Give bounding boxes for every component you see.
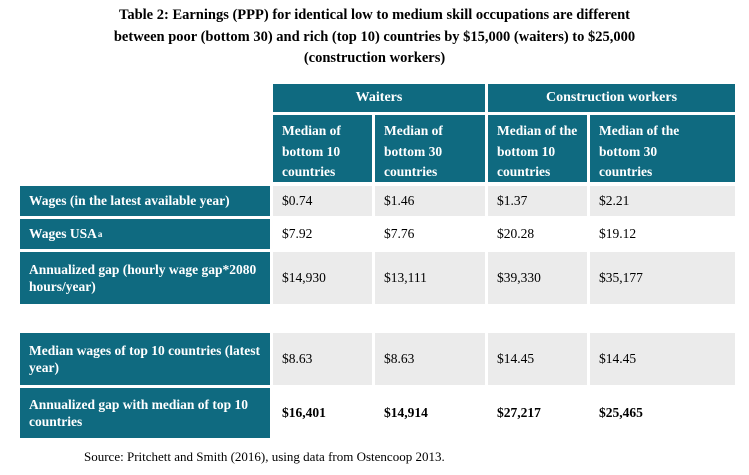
cell-value: $19.12 [599, 226, 637, 241]
cell-value: $14.45 [488, 333, 587, 385]
earnings-table: Waiters Construction workers Median of b… [20, 84, 735, 438]
column-header-spacer [20, 115, 270, 182]
cell-value: $25,465 [599, 405, 643, 420]
source-note: Source: Pritchett and Smith (2016), usin… [84, 449, 445, 464]
cell-value: $2.21 [590, 186, 735, 216]
cell-value: $7.76 [384, 226, 415, 241]
table-row-wages-latest: Wages (in the latest available year) $0.… [20, 186, 735, 216]
group-header-row: Waiters Construction workers [20, 84, 735, 112]
group-header-spacer [20, 84, 270, 112]
cell-value: $27,217 [497, 405, 541, 420]
table-row-wages-usa: Wages USA a $7.92 $7.76 $20.28 $19.12 [20, 219, 735, 249]
row-label: Annualized gap with median of top 10 cou… [20, 388, 270, 438]
table-title-line-2: between poor (bottom 30) and rich (top 1… [113, 28, 636, 45]
cell-value: $20.28 [497, 226, 535, 241]
cell-value: $7.92 [282, 226, 313, 241]
cell-value: $14,930 [273, 252, 372, 304]
cell-value: $14,914 [384, 405, 428, 420]
column-header-waiters-bottom10: Median of bottom 10 countries [273, 115, 372, 182]
cell-value: $35,177 [590, 252, 735, 304]
row-label: Annualized gap (hourly wage gap*2080 hou… [20, 252, 270, 304]
row-label: Wages USA a [20, 219, 270, 249]
row-label: Wages (in the latest available year) [20, 186, 270, 216]
column-header-construction-bottom30: Median of the bottom 30 countries [590, 115, 735, 182]
cell-value: $8.63 [375, 333, 485, 385]
cell-value: $14.45 [590, 333, 735, 385]
table-row-median-top10: Median wages of top 10 countries (latest… [20, 333, 735, 385]
cell-value: $1.37 [488, 186, 587, 216]
group-header-construction: Construction workers [488, 84, 735, 112]
column-header-waiters-bottom30: Median of bottom 30 countries [375, 115, 485, 182]
group-header-waiters: Waiters [273, 84, 485, 112]
row-label: Median wages of top 10 countries (latest… [20, 333, 270, 385]
table-title: Table 2: Earnings (PPP) for identical lo… [0, 5, 749, 70]
table-title-line-3: (construction workers) [303, 50, 446, 66]
table-title-line-1: Table 2: Earnings (PPP) for identical lo… [119, 7, 630, 23]
cell-value: $8.63 [273, 333, 372, 385]
cell-value: $1.46 [375, 186, 485, 216]
row-label-text: Wages USA [29, 226, 97, 242]
cell-value: $0.74 [273, 186, 372, 216]
cell-value: $13,111 [375, 252, 485, 304]
column-header-row: Median of bottom 10 countries Median of … [20, 115, 735, 182]
table-row-annualized-gap-top10: Annualized gap with median of top 10 cou… [20, 388, 735, 438]
column-header-construction-bottom10: Median of the bottom 10 countries [488, 115, 587, 182]
table-row-annualized-gap: Annualized gap (hourly wage gap*2080 hou… [20, 252, 735, 304]
cell-value: $39,330 [488, 252, 587, 304]
cell-value: $16,401 [282, 405, 326, 420]
